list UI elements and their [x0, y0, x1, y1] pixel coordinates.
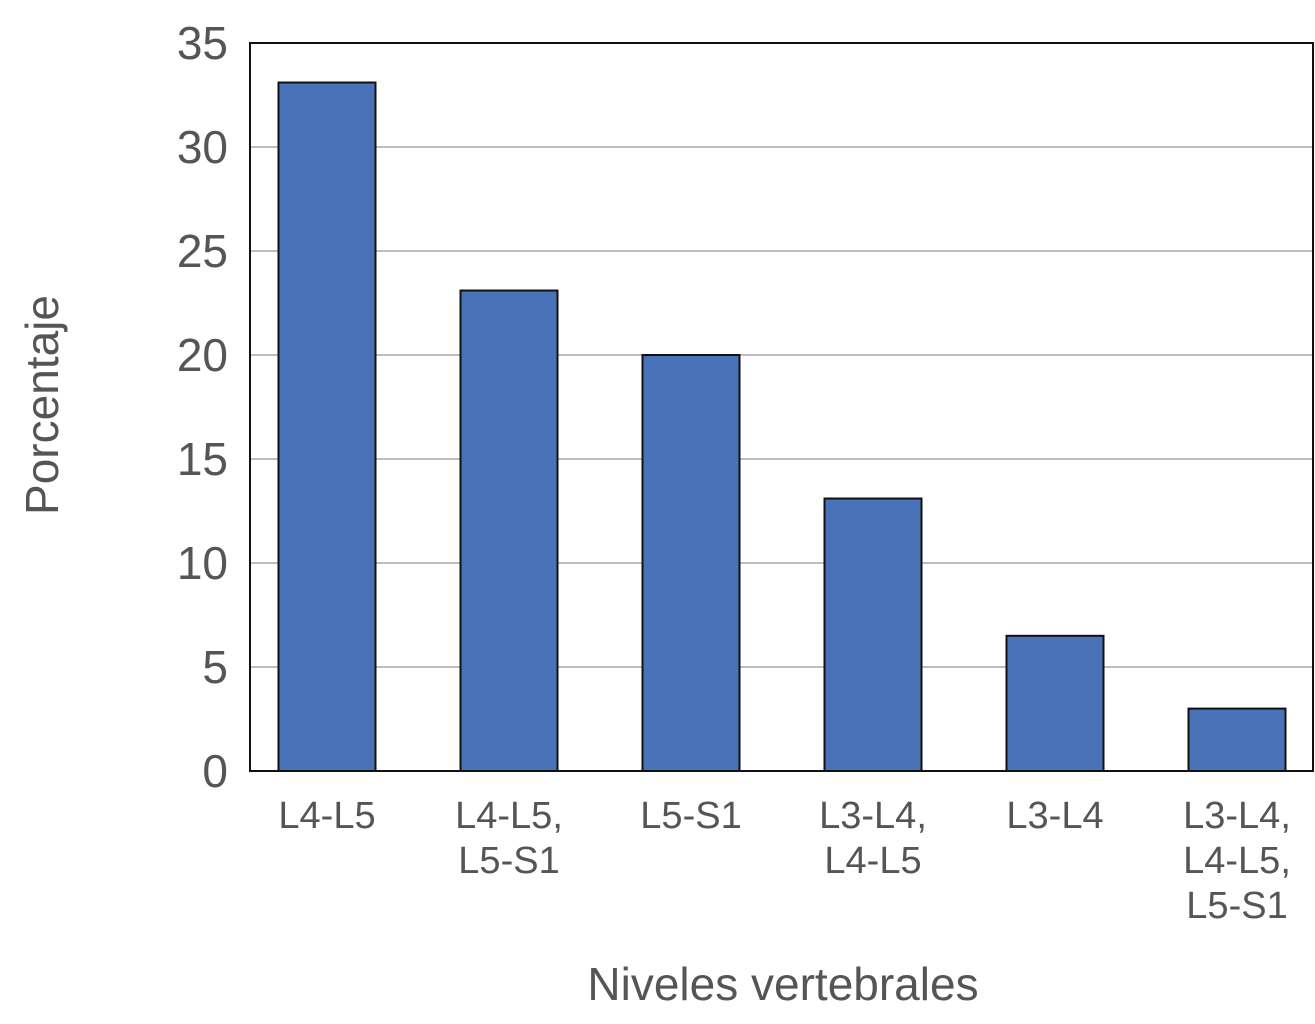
bar-2 — [459, 289, 559, 772]
bar-5 — [1005, 634, 1105, 772]
x-tick-label: L4-L5, — [1183, 840, 1291, 882]
bar-3 — [641, 354, 741, 772]
x-tick-label: L5-S1 — [1186, 885, 1287, 927]
y-tick-label: 25 — [177, 225, 228, 277]
x-tick-label: L3-L4, — [1183, 795, 1291, 837]
x-tick-label: L5-S1 — [458, 840, 559, 882]
y-tick-label: 30 — [177, 121, 228, 173]
plot-frame — [249, 42, 1314, 772]
y-axis-title: Porcentaje — [16, 295, 68, 515]
x-tick-label: L4-L5 — [278, 795, 375, 837]
x-tick-label: L4-L5 — [824, 840, 921, 882]
x-tick-label: L3-L4, — [819, 795, 927, 837]
y-tick-label: 35 — [177, 17, 228, 69]
x-axis-title: Niveles vertebrales — [587, 958, 978, 1010]
y-tick-label: 5 — [202, 641, 228, 693]
y-tick-label: 0 — [202, 745, 228, 797]
bar-1 — [277, 81, 377, 772]
y-tick-label: 15 — [177, 433, 228, 485]
y-tick-label: 20 — [177, 329, 228, 381]
x-tick-label: L3-L4 — [1006, 795, 1103, 837]
x-tick-label: L4-L5, — [455, 795, 563, 837]
y-tick-label: 10 — [177, 537, 228, 589]
bar-4 — [823, 497, 923, 772]
bar-6 — [1187, 707, 1287, 772]
x-tick-label: L5-S1 — [640, 795, 741, 837]
